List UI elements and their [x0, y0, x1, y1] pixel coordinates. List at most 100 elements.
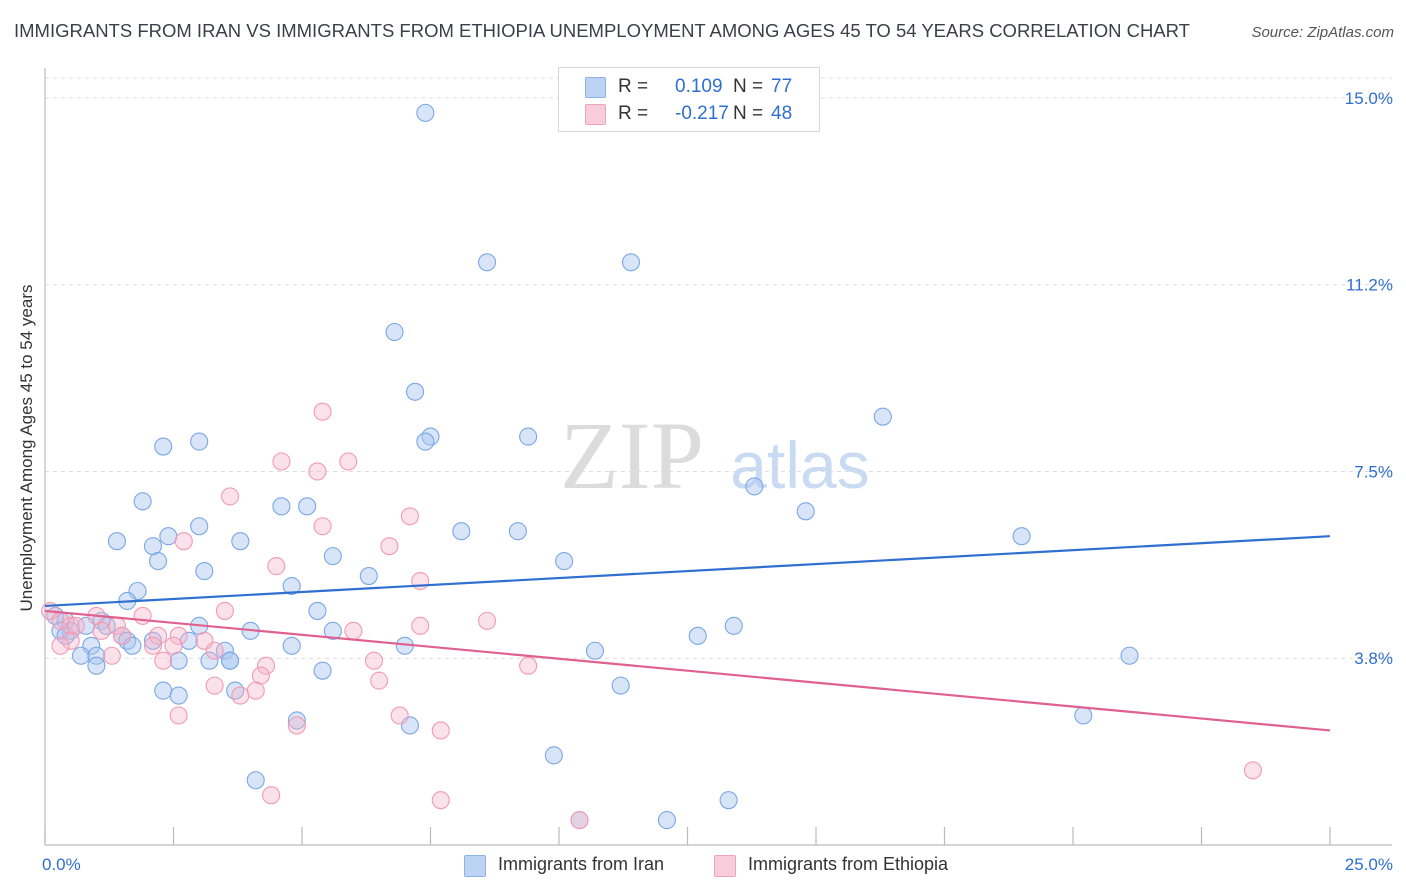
point-ethiopia — [246, 681, 265, 700]
point-iran — [200, 651, 219, 670]
series-swatch-iran — [464, 855, 486, 877]
point-iran — [226, 681, 245, 700]
point-iran — [298, 497, 317, 516]
point-iran — [272, 497, 291, 516]
point-ethiopia — [380, 537, 399, 556]
point-iran — [159, 527, 178, 546]
point-iran — [359, 567, 378, 586]
y-tick-label: 3.8% — [1354, 649, 1393, 668]
point-iran — [477, 253, 497, 272]
point-iran — [1012, 527, 1031, 546]
watermark-zip: ZIP — [560, 402, 704, 509]
y-tick-label: 11.2% — [1346, 276, 1393, 295]
point-iran — [308, 601, 327, 620]
watermark: ZIP atlas — [560, 402, 870, 509]
legend-r-label: R = — [618, 103, 649, 124]
series-label-iran: Immigrants from Iran — [498, 854, 665, 874]
point-ethiopia — [339, 452, 358, 471]
x-tick-label: 0.0% — [42, 855, 81, 874]
legend-n-value-ethiopia: 48 — [771, 103, 793, 124]
point-ethiopia — [231, 686, 250, 705]
correlation-legend: R = 0.109 N = 77 R = -0.217 N = 48 — [558, 67, 820, 132]
point-iran — [323, 621, 342, 640]
point-ethiopia — [344, 621, 363, 640]
point-ethiopia — [262, 786, 281, 805]
legend-swatch-iran — [585, 77, 606, 98]
point-ethiopia — [477, 611, 497, 630]
legend-r-label: R = — [618, 76, 649, 97]
point-ethiopia — [61, 616, 80, 635]
point-iran — [452, 522, 471, 541]
source-credit: Source: ZipAtlas.com — [1251, 24, 1394, 41]
grid-lines — [45, 77, 1392, 659]
point-iran — [133, 492, 152, 511]
point-iran — [544, 746, 563, 765]
point-ethiopia — [169, 626, 188, 645]
legend-r-value-ethiopia: -0.217 — [675, 103, 729, 124]
point-iran — [118, 631, 137, 650]
watermark-atlas: atlas — [730, 428, 869, 502]
point-iran — [282, 636, 301, 655]
point-iran — [107, 532, 127, 551]
point-iran — [688, 626, 707, 645]
point-ethiopia — [370, 671, 389, 690]
point-iran — [154, 681, 173, 700]
y-axis-label: Unemployment Among Ages 45 to 54 years — [17, 284, 36, 612]
point-iran — [220, 651, 240, 670]
point-iran — [555, 552, 574, 571]
point-ethiopia — [364, 651, 384, 670]
point-ethiopia — [431, 721, 450, 740]
point-ethiopia — [92, 621, 111, 640]
point-ethiopia — [220, 487, 240, 506]
point-iran — [657, 811, 676, 830]
legend-n-label: N = — [733, 103, 764, 124]
axes — [44, 68, 1392, 846]
point-iran — [169, 686, 188, 705]
series-label-ethiopia: Immigrants from Ethiopia — [748, 854, 949, 874]
point-iran — [421, 427, 440, 446]
point-iran — [519, 427, 538, 446]
point-iran — [385, 322, 404, 342]
point-iran — [143, 631, 162, 650]
point-ethiopia — [287, 716, 306, 735]
point-iran — [287, 711, 306, 730]
tick-labels: 15.0% 11.2% 7.5% 3.8% 0.0% 25.0% — [42, 89, 1393, 874]
point-iran — [621, 253, 641, 272]
point-ethiopia — [400, 507, 419, 526]
point-ethiopia — [272, 452, 291, 471]
point-iran — [406, 382, 425, 401]
point-iran — [87, 646, 106, 665]
series-swatch-ethiopia — [714, 855, 736, 877]
legend-swatch-ethiopia — [585, 104, 606, 125]
point-iran — [215, 641, 234, 660]
point-ethiopia — [390, 706, 409, 725]
point-ethiopia — [313, 517, 332, 536]
point-iran — [190, 517, 209, 536]
point-ethiopia — [411, 616, 430, 635]
y-axis-label-wrap: Unemployment Among Ages 45 to 54 years — [14, 248, 40, 648]
point-iran — [190, 432, 209, 451]
point-ethiopia — [174, 532, 193, 551]
point-ethiopia — [51, 636, 70, 655]
point-iran — [71, 646, 91, 665]
point-ethiopia — [308, 462, 327, 481]
point-ethiopia — [431, 791, 450, 810]
point-ethiopia — [205, 641, 224, 660]
point-ethiopia — [149, 626, 168, 645]
legend-n-label: N = — [733, 76, 764, 97]
legend-n-value-iran: 77 — [771, 76, 793, 97]
trend-line-ethiopia — [44, 609, 1331, 732]
point-ethiopia — [205, 676, 224, 695]
point-iran — [416, 103, 435, 122]
x-tick-label: 25.0% — [1345, 855, 1393, 874]
series-legend: Immigrants from Iran Immigrants from Eth… — [0, 851, 1406, 879]
point-ethiopia — [154, 651, 173, 670]
point-ethiopia — [169, 706, 188, 725]
y-tick-label: 7.5% — [1354, 462, 1393, 481]
point-ethiopia — [164, 636, 183, 655]
point-ethiopia — [143, 636, 162, 655]
point-iran — [508, 522, 527, 541]
point-ethiopia — [215, 601, 234, 620]
trend-lines — [44, 535, 1331, 732]
y-tick-label: 15.0% — [1345, 89, 1393, 108]
